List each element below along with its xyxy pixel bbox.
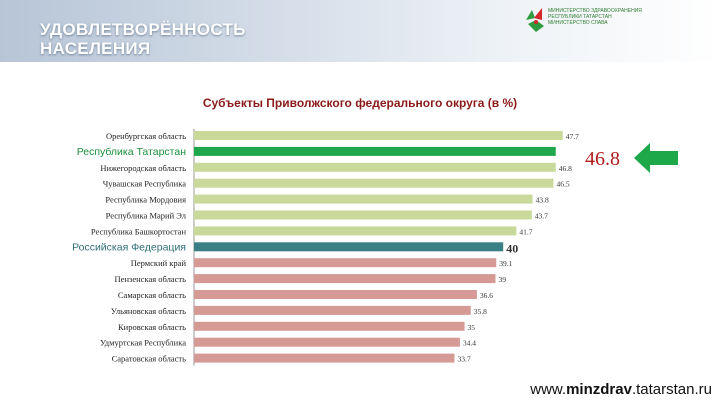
bar (194, 337, 460, 347)
bar (194, 194, 533, 204)
bar (194, 274, 496, 284)
data-label: 33.7 (458, 355, 471, 364)
bar (194, 131, 563, 140)
bar (194, 162, 556, 172)
bar (194, 290, 477, 299)
category-label: Республика Мордовия (105, 195, 186, 205)
category-label: Ульяновская область (111, 306, 186, 316)
category-label: Нижегородская область (100, 163, 186, 173)
bar (194, 210, 532, 220)
category-label: Пензенская область (115, 274, 187, 284)
category-label: Чувашская Республика (103, 179, 187, 189)
data-label: 40 (506, 241, 518, 255)
ministry-logo: МИНИСТЕРСТВО ЗДРАВООХРАНЕНИЯ РЕСПУБЛИКИ … (522, 6, 692, 40)
data-label: 39.1 (499, 259, 512, 268)
bar (194, 242, 504, 252)
data-label: 46.5 (556, 180, 569, 189)
ministry-logo-text: МИНИСТЕРСТВО ЗДРАВООХРАНЕНИЯ РЕСПУБЛИКИ … (548, 8, 642, 26)
left-arrow-icon (634, 143, 678, 173)
category-label: Республика Татарстан (77, 146, 187, 158)
page-title: УДОВЛЕТВОРЁННОСТЬ НАСЕЛЕНИЯ (40, 20, 246, 58)
category-label: Самарская область (118, 290, 186, 300)
category-label: Республика Марий Эл (106, 211, 187, 221)
website-suffix: .tatarstan.ru (631, 381, 712, 398)
header-banner: УДОВЛЕТВОРЁННОСТЬ НАСЕЛЕНИЯ МИНИСТЕРСТВО… (0, 0, 720, 62)
data-label: 41.7 (519, 227, 532, 236)
data-label: 35 (468, 323, 476, 332)
category-label: Республика Башкортостан (91, 226, 187, 236)
category-label: Российская Федерация (72, 241, 186, 253)
category-label: Кировская область (118, 322, 186, 332)
chart-title: Субъекты Приволжского федерального округ… (202, 96, 518, 110)
category-label: Удмуртская Республика (100, 338, 186, 348)
website-url[interactable]: www.minzdrav.tatarstan.ru (530, 381, 712, 398)
website-prefix: www. (530, 381, 567, 398)
bar (194, 178, 554, 188)
data-label: 46.8 (559, 164, 572, 173)
bar (194, 226, 517, 236)
data-label: 34.4 (463, 339, 476, 348)
ministry-emblem-icon (526, 8, 544, 32)
category-label: Пермский край (131, 258, 187, 268)
website-bold: minzdrav (566, 381, 632, 398)
bar (194, 146, 556, 156)
highlight-value: 46.8 (585, 148, 620, 170)
bar (194, 321, 465, 331)
bar (194, 353, 455, 363)
data-label: 47.7 (566, 132, 579, 141)
data-label: 36.6 (480, 291, 493, 300)
data-label: 35.8 (474, 307, 487, 316)
bar (194, 258, 497, 268)
data-label: 43.8 (536, 196, 549, 205)
category-label: Оренбургская область (106, 131, 186, 141)
bar (194, 305, 471, 315)
category-label: Саратовская область (112, 354, 187, 364)
data-label: 39 (498, 275, 506, 284)
data-label: 43.7 (535, 212, 548, 221)
